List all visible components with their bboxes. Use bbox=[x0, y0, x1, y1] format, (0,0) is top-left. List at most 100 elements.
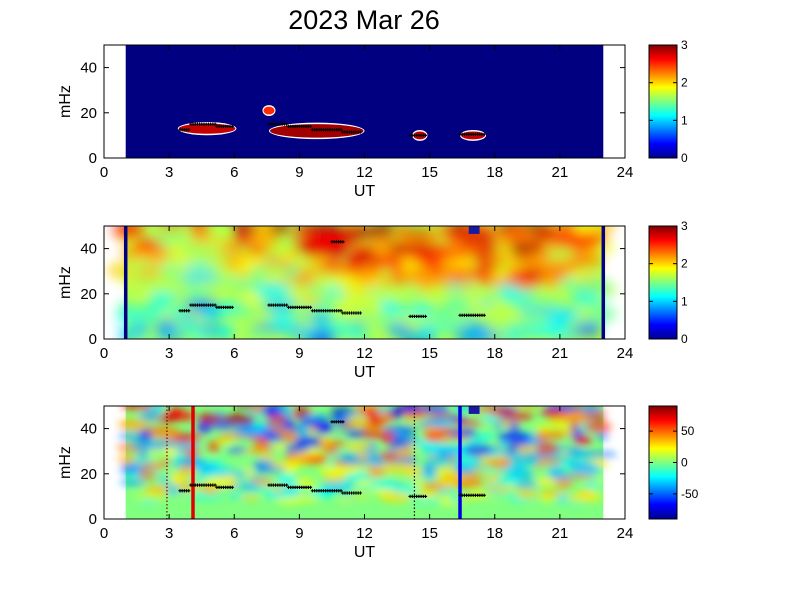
ridge-track bbox=[178, 489, 191, 493]
blob bbox=[178, 123, 236, 134]
colorbar-tick-label: 3 bbox=[681, 219, 688, 233]
ridge-track bbox=[189, 303, 217, 307]
x-tick-label: 3 bbox=[165, 164, 173, 181]
ridge-track bbox=[341, 491, 362, 495]
y-tick-label: 0 bbox=[89, 511, 97, 528]
x-tick-label: 6 bbox=[230, 345, 238, 362]
ridge-track bbox=[267, 483, 289, 487]
x-tick-label: 6 bbox=[230, 525, 238, 542]
ridge-track bbox=[458, 493, 486, 497]
colorbar-tick-label: 1 bbox=[681, 113, 688, 127]
x-tick-label: 3 bbox=[165, 345, 173, 362]
ridge-track bbox=[341, 311, 362, 315]
ridge-track bbox=[215, 305, 234, 309]
x-tick-label: 18 bbox=[486, 525, 503, 542]
heatmap-background bbox=[125, 45, 604, 158]
ridge-track bbox=[267, 122, 289, 126]
x-tick-label: 21 bbox=[552, 345, 569, 362]
y-axis-label: mHz bbox=[57, 266, 74, 299]
colorbar-tick-label: 1 bbox=[681, 294, 688, 308]
ridge-track bbox=[408, 494, 428, 498]
colorbar-tick-label: 3 bbox=[681, 38, 688, 52]
x-axis-label: UT bbox=[354, 364, 376, 381]
ridge-track bbox=[189, 483, 217, 487]
x-tick-label: 15 bbox=[421, 345, 438, 362]
ridge-track bbox=[310, 309, 343, 313]
x-tick-label: 15 bbox=[421, 525, 438, 542]
y-tick-label: 0 bbox=[89, 150, 97, 167]
ridge-track bbox=[330, 240, 345, 244]
ridge-track bbox=[267, 303, 289, 307]
colorbar-gradient bbox=[648, 225, 678, 340]
x-tick-label: 18 bbox=[486, 164, 503, 181]
x-tick-label: 0 bbox=[100, 345, 108, 362]
x-tick-label: 9 bbox=[295, 164, 303, 181]
colorbar-tick-label: -50 bbox=[681, 487, 699, 501]
x-tick-label: 12 bbox=[356, 525, 373, 542]
colorbar-tick-label: 2 bbox=[681, 257, 688, 271]
ridge-track bbox=[330, 420, 345, 424]
colorbar-gradient bbox=[648, 44, 678, 159]
colorbar-tick-label: 50 bbox=[681, 424, 695, 438]
x-tick-label: 12 bbox=[356, 164, 373, 181]
x-tick-label: 12 bbox=[356, 345, 373, 362]
x-tick-label: 3 bbox=[165, 525, 173, 542]
x-tick-label: 24 bbox=[617, 345, 634, 362]
ridge-track bbox=[189, 122, 217, 126]
heatmap-field bbox=[125, 45, 604, 158]
x-tick-label: 0 bbox=[100, 164, 108, 181]
ridge-track bbox=[178, 309, 191, 313]
ridge-track bbox=[408, 133, 428, 137]
ridge-track bbox=[408, 314, 428, 318]
heatmap-field bbox=[116, 406, 617, 519]
ridge-track bbox=[458, 313, 486, 317]
x-tick-label: 9 bbox=[295, 345, 303, 362]
figure-title: 2023 Mar 26 bbox=[288, 5, 440, 35]
x-tick-label: 15 bbox=[421, 164, 438, 181]
colorbar-tick-label: 0 bbox=[681, 456, 688, 470]
x-tick-label: 9 bbox=[295, 525, 303, 542]
y-axis-label: mHz bbox=[57, 446, 74, 479]
ridge-track bbox=[178, 128, 191, 132]
x-tick-label: 18 bbox=[486, 345, 503, 362]
ridge-track bbox=[458, 132, 486, 136]
y-tick-label: 20 bbox=[80, 105, 97, 122]
ridge-track bbox=[215, 124, 234, 128]
x-tick-label: 24 bbox=[617, 164, 634, 181]
blob bbox=[263, 106, 275, 115]
x-tick-label: 6 bbox=[230, 164, 238, 181]
ridge-track bbox=[310, 128, 343, 132]
y-tick-label: 40 bbox=[80, 241, 97, 258]
colorbar: 50 0 -50 bbox=[648, 405, 699, 520]
colorbar: 0 1 2 3 bbox=[648, 219, 688, 346]
y-tick-label: 20 bbox=[80, 466, 97, 483]
ridge-track bbox=[341, 130, 362, 134]
x-tick-label: 21 bbox=[552, 525, 569, 542]
colorbar-tick-label: 0 bbox=[681, 151, 688, 165]
x-axis-label: UT bbox=[354, 544, 376, 561]
y-tick-label: 40 bbox=[80, 60, 97, 77]
y-axis-label: mHz bbox=[57, 85, 74, 118]
x-axis-label: UT bbox=[354, 183, 376, 200]
panel-bottom: 0 3 6 9 12 15 18 21 24 0 20 40 UT mHz 50 0 -50 bbox=[57, 405, 699, 561]
colorbar-tick-label: 0 bbox=[681, 332, 688, 346]
data-patch bbox=[468, 406, 480, 414]
ridge-track bbox=[310, 489, 343, 493]
x-tick-label: 0 bbox=[100, 525, 108, 542]
data-patch bbox=[468, 226, 480, 234]
y-tick-label: 40 bbox=[80, 421, 97, 438]
ridge-track bbox=[286, 124, 313, 128]
y-tick-label: 20 bbox=[80, 286, 97, 303]
x-tick-label: 21 bbox=[552, 164, 569, 181]
y-tick-label: 0 bbox=[89, 331, 97, 348]
colorbar: 0 1 2 3 bbox=[648, 38, 688, 165]
ridge-track bbox=[286, 305, 313, 309]
heatmap-field bbox=[106, 226, 618, 339]
ridge-track bbox=[215, 485, 234, 489]
colorbar-tick-label: 2 bbox=[681, 76, 688, 90]
x-tick-label: 24 bbox=[617, 525, 634, 542]
ridge-track bbox=[286, 485, 313, 489]
